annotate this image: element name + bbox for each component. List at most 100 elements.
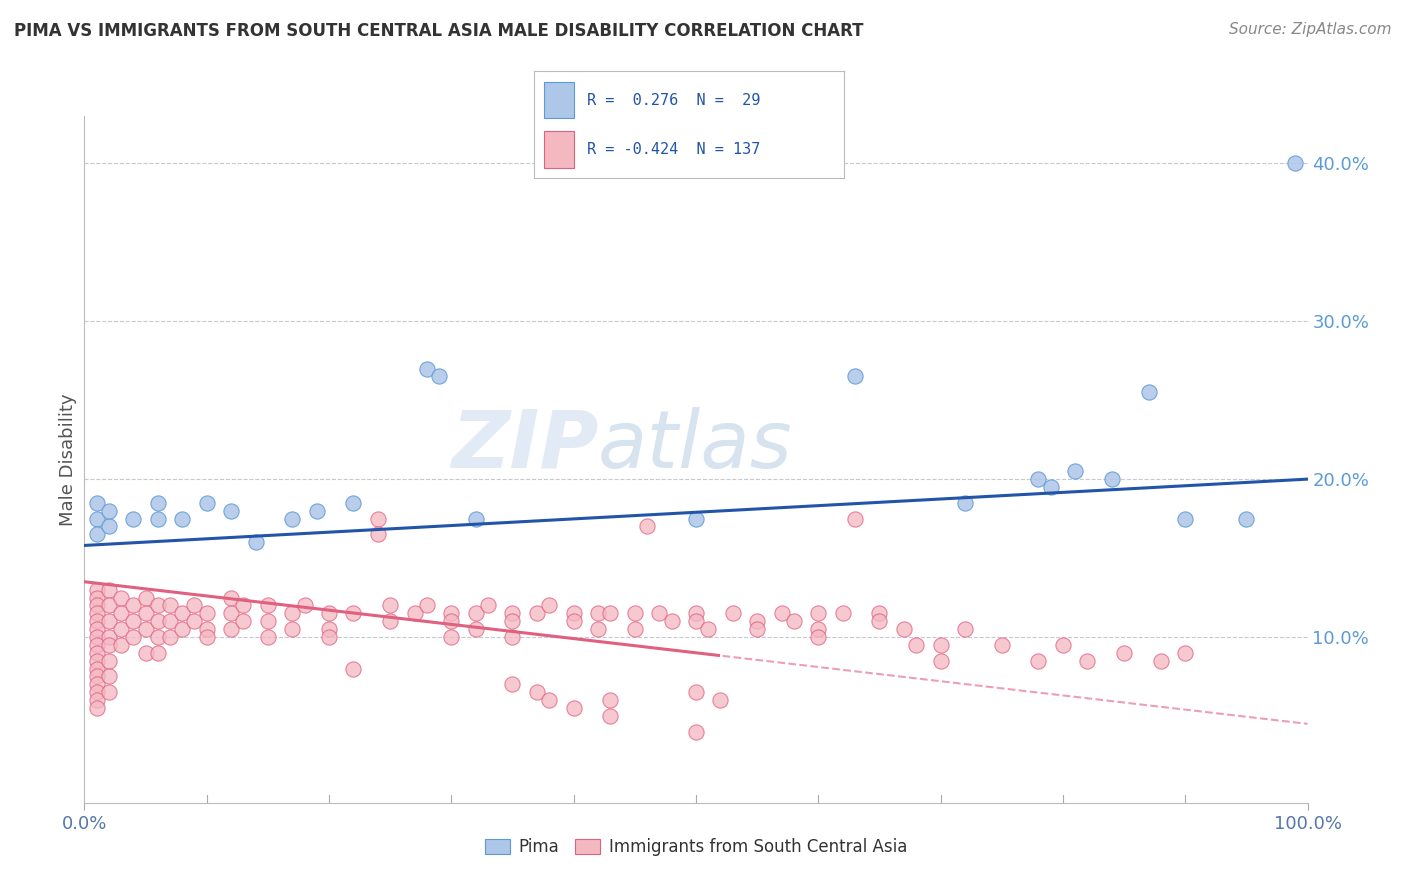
Point [183,614,205,628]
Point [219,504,242,518]
Point [219,622,242,636]
Point [747,622,769,636]
Point [86,622,108,636]
Point [97,504,120,518]
Point [1039,480,1062,494]
Point [232,614,254,628]
Point [195,496,218,510]
Point [86,591,108,605]
Point [97,638,120,652]
Point [86,654,108,668]
Point [1137,385,1160,400]
Text: Source: ZipAtlas.com: Source: ZipAtlas.com [1229,22,1392,37]
Point [685,614,707,628]
Point [697,622,720,636]
Point [146,630,169,644]
Point [86,599,108,613]
Point [195,622,218,636]
Point [318,630,340,644]
Point [844,511,866,525]
Point [86,685,108,699]
Point [135,591,157,605]
Point [464,622,486,636]
Point [146,511,169,525]
Point [294,599,316,613]
Point [110,591,132,605]
Point [1076,654,1098,668]
Point [929,638,952,652]
Point [97,685,120,699]
Point [636,519,658,533]
Point [86,582,108,597]
Bar [544,131,575,168]
Point [122,511,145,525]
Point [159,630,181,644]
Point [159,599,181,613]
Text: PIMA VS IMMIGRANTS FROM SOUTH CENTRAL ASIA MALE DISABILITY CORRELATION CHART: PIMA VS IMMIGRANTS FROM SOUTH CENTRAL AS… [14,22,863,40]
Point [380,614,402,628]
Text: R = -0.424  N = 137: R = -0.424 N = 137 [586,142,761,157]
Point [953,496,976,510]
Point [477,599,499,613]
Point [110,638,132,652]
Point [172,622,194,636]
Point [342,607,364,621]
Point [893,622,915,636]
Point [586,607,609,621]
Point [86,614,108,628]
Point [526,685,548,699]
Point [1052,638,1074,652]
Point [122,630,145,644]
Point [195,630,218,644]
Point [342,496,364,510]
Point [599,709,621,723]
Point [586,622,609,636]
Text: R =  0.276  N =  29: R = 0.276 N = 29 [586,93,761,108]
Point [599,693,621,707]
Point [122,599,145,613]
Point [844,369,866,384]
Point [257,630,280,644]
Point [624,607,647,621]
Point [538,599,561,613]
Point [97,654,120,668]
Point [219,607,242,621]
Point [770,607,793,621]
Point [464,607,486,621]
Point [135,622,157,636]
Point [721,607,744,621]
Point [257,614,280,628]
Point [501,614,523,628]
Point [146,614,169,628]
Point [501,677,523,691]
Point [1150,654,1173,668]
Point [232,599,254,613]
Point [281,622,304,636]
Point [562,614,585,628]
Point [709,693,731,707]
Point [1114,646,1136,660]
Point [440,630,463,644]
Point [135,607,157,621]
Point [929,654,952,668]
Point [440,607,463,621]
Point [648,607,671,621]
Point [501,630,523,644]
Point [86,496,108,510]
Point [318,622,340,636]
Point [257,599,280,613]
Point [661,614,683,628]
Text: ZIP: ZIP [451,407,598,484]
Point [440,614,463,628]
Point [380,599,402,613]
Point [135,646,157,660]
Point [86,527,108,541]
Legend: Pima, Immigrants from South Central Asia: Pima, Immigrants from South Central Asia [478,832,914,863]
Bar [544,82,575,119]
Point [1064,464,1087,478]
Point [97,599,120,613]
Point [97,614,120,628]
Point [562,607,585,621]
Point [538,693,561,707]
Point [624,622,647,636]
